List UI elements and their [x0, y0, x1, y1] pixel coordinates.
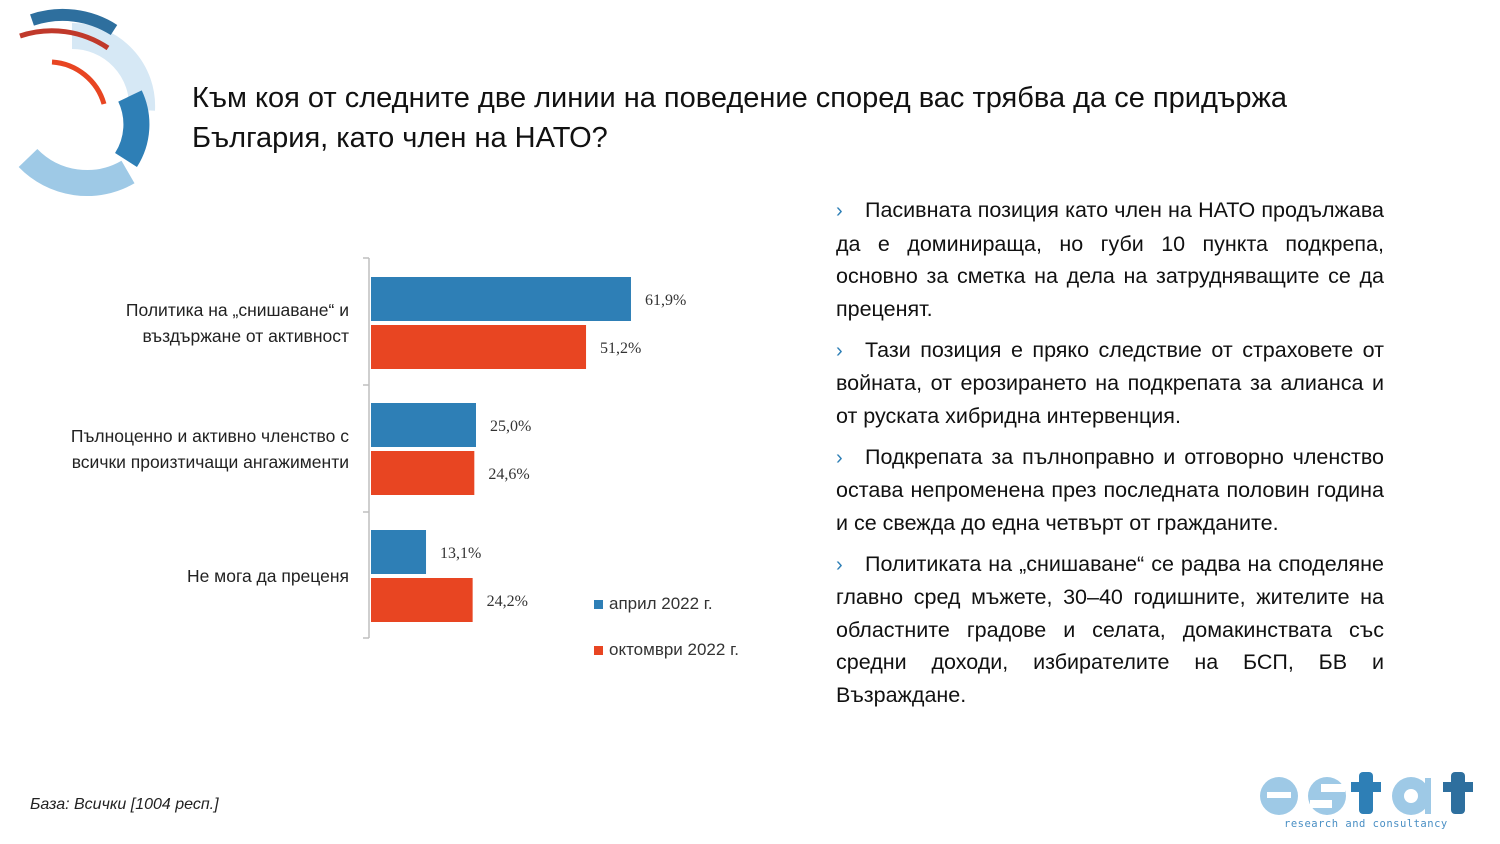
data-label: 25,0% — [490, 418, 531, 435]
chevron-right-icon: › — [836, 200, 843, 222]
legend-swatch — [594, 600, 603, 609]
bullet-item: › Тази позиция е пряко следствие от страх… — [836, 334, 1384, 433]
legend-label: април 2022 г. — [609, 594, 713, 613]
data-label: 51,2% — [600, 340, 641, 357]
bullet-list: › Пасивната позиция като член на НАТО про… — [836, 194, 1384, 720]
chevron-right-icon: › — [836, 446, 843, 469]
category-label: всички произтичащи ангажименти — [72, 452, 349, 472]
bar — [371, 277, 631, 321]
chevron-right-icon: › — [836, 553, 843, 576]
bar — [371, 578, 473, 622]
bar — [371, 451, 475, 495]
page-title: Към коя от следните две линии на поведен… — [192, 82, 1288, 154]
legend-swatch — [594, 646, 603, 655]
logo-tagline: research and consultancy — [1284, 818, 1448, 830]
data-label: 13,1% — [440, 545, 481, 562]
data-label: 24,2% — [487, 593, 528, 610]
bar — [371, 403, 476, 447]
decorative-arcs-icon — [18, 8, 156, 196]
bar — [371, 530, 427, 574]
chevron-right-icon: › — [836, 339, 843, 362]
base-footnote: База: Всички [1004 респ.] — [30, 796, 219, 813]
category-label: Политика на „снишаване“ и — [126, 300, 349, 320]
bullet-item: › Подкрепата за пълноправно и отговорно ч… — [836, 441, 1384, 540]
legend-label: октомври 2022 г. — [609, 640, 739, 659]
bar — [371, 325, 587, 369]
category-label: Не мога да преценя — [187, 566, 349, 586]
category-label: въздържане от активност — [142, 326, 349, 346]
data-label: 24,6% — [488, 466, 529, 483]
bar-chart: 61,9% 51,2% Политика на „снишаване“ и въздъ… — [71, 257, 739, 659]
estat-logo — [1260, 772, 1473, 815]
data-label: 61,9% — [645, 292, 686, 309]
bullet-item: › Политиката на „снишаване“ се радва на с… — [836, 548, 1384, 712]
bullet-item: › Пасивната позиция като член на НАТО про… — [836, 194, 1384, 325]
category-label: Пълноценно и активно членство с — [71, 426, 349, 446]
